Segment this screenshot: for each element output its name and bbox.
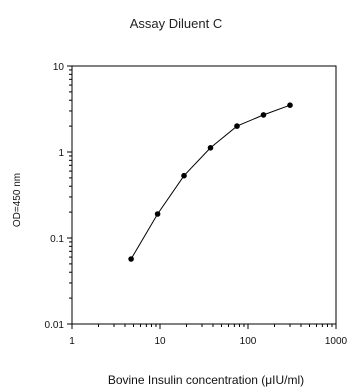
data-point-1 (154, 211, 161, 217)
series-line-0 (130, 104, 291, 260)
data-point-3 (207, 145, 214, 151)
data-point-4 (234, 123, 240, 129)
y-axis-label: OD=450 nm (12, 173, 23, 227)
data-point-0 (128, 256, 134, 262)
data-point-2 (181, 172, 187, 179)
data-point-6 (287, 102, 293, 108)
axis-ticks: 1 10 100 1000 0.01 0.1 1 10 (45, 62, 348, 347)
y-tick-label-1: 0.1 (50, 234, 64, 245)
x-tick-label-3: 1000 (325, 336, 348, 347)
y-tick-label-0: 0.01 (45, 320, 65, 331)
x-axis-label: Bovine Insulin concentration (μIU/ml) (108, 373, 304, 387)
y-tick-label-2: 1 (58, 148, 64, 159)
y-tick-label-3: 10 (53, 62, 65, 73)
plot-frame (71, 65, 337, 325)
x-tick-label-1: 10 (154, 336, 166, 347)
series-group (128, 102, 293, 262)
x-tick-label-0: 1 (69, 336, 75, 347)
data-point-5 (260, 112, 267, 118)
x-tick-label-2: 100 (240, 336, 257, 347)
chart-title: Assay Diluent C (130, 16, 222, 31)
